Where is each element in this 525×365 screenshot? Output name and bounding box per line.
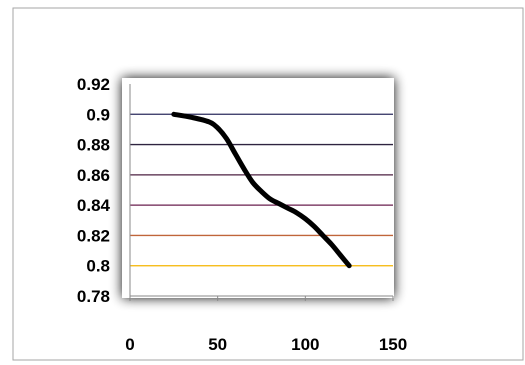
y-tick-label-2: 0.82 [77, 226, 110, 245]
series-layer [171, 111, 352, 269]
series-line-0 [171, 111, 352, 269]
y-tick-label-1: 0.8 [86, 257, 110, 276]
y-tick-label-0: 0.78 [77, 287, 110, 306]
y-tick-label-7: 0.92 [77, 75, 110, 94]
x-tick-label-3: 150 [379, 335, 407, 354]
x-tick-label-1: 50 [208, 335, 227, 354]
y-tick-labels: 0.78 0.8 0.82 0.84 0.86 0.88 0.9 0.92 [77, 75, 111, 306]
x-tick-label-2: 100 [291, 335, 319, 354]
y-tick-label-4: 0.86 [77, 166, 110, 185]
y-tick-label-6: 0.9 [86, 105, 110, 124]
axes [129, 84, 394, 301]
y-tick-label-3: 0.84 [77, 196, 111, 215]
x-tick-label-0: 0 [125, 335, 134, 354]
x-tick-labels: 0 50 100 150 [125, 335, 407, 354]
y-tick-label-5: 0.88 [77, 136, 110, 155]
